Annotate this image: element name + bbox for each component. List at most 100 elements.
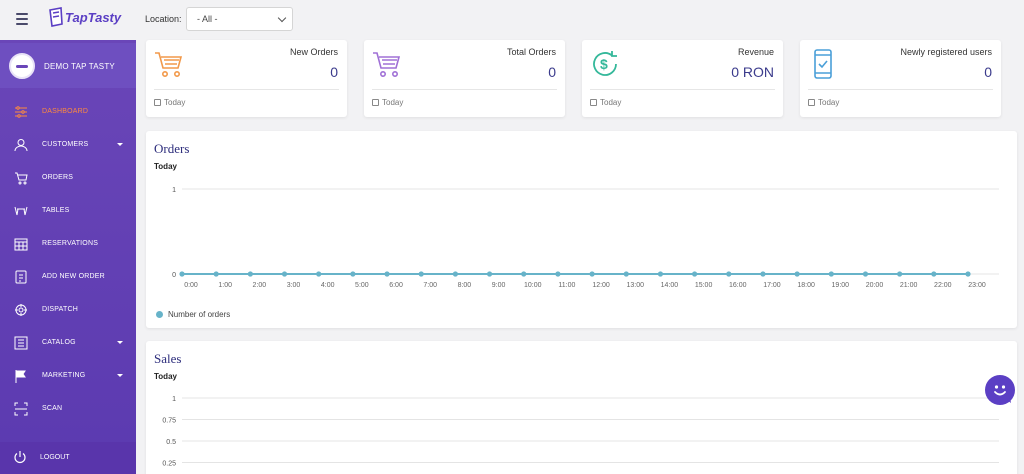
- card-footer: Today: [154, 98, 185, 107]
- x-tick-label: 18:00: [797, 282, 815, 289]
- x-tick-label: 10:00: [524, 282, 542, 289]
- cart-icon: [15, 172, 28, 185]
- data-point: [623, 271, 629, 277]
- divider: [808, 89, 993, 90]
- data-point: [350, 271, 356, 277]
- sales-panel: Sales Today 1 0.75 0.5 0.25: [146, 341, 1017, 474]
- sidebar: DEMO TAP TASTY DASHBOARD CUSTOMERS ORDER…: [0, 40, 136, 474]
- sales-chart: 1 0.75 0.5 0.25: [162, 396, 999, 468]
- sidebar-item-customers[interactable]: CUSTOMERS: [0, 130, 136, 160]
- y-tick-label: 0.5: [166, 439, 176, 446]
- smile-icon: [994, 385, 1011, 403]
- location-select[interactable]: - All -: [186, 7, 293, 31]
- brand-row[interactable]: DEMO TAP TASTY: [0, 43, 136, 88]
- x-tick-label: 5:00: [355, 282, 369, 289]
- card-value: 0: [330, 64, 338, 80]
- x-tick-label: 19:00: [832, 282, 850, 289]
- card-new-orders: New Orders 0 Today: [146, 40, 347, 117]
- data-point: [281, 271, 288, 277]
- brand-name: DEMO TAP TASTY: [44, 62, 115, 71]
- add-order-icon: [15, 270, 27, 284]
- data-point: [828, 271, 834, 277]
- flag-icon: [15, 370, 26, 383]
- sidebar-item-add-new-order[interactable]: ADD NEW ORDER: [0, 262, 136, 292]
- svg-text:TapTasty: TapTasty: [65, 10, 122, 25]
- y-tick-label: 0.25: [162, 461, 176, 468]
- card-footer: Today: [808, 98, 839, 107]
- location-value: - All -: [197, 14, 218, 24]
- divider: [154, 89, 339, 90]
- sidebar-item-orders[interactable]: ORDERS: [0, 163, 136, 193]
- x-tick-label: 22:00: [934, 282, 952, 289]
- sidebar-item-catalog[interactable]: CATALOG: [0, 328, 136, 358]
- data-point: [897, 271, 903, 277]
- data-point: [692, 271, 698, 277]
- data-point: [179, 271, 185, 277]
- x-tick-label: 7:00: [423, 282, 437, 289]
- x-tick-label: 13:00: [626, 282, 644, 289]
- card-footer: Today: [590, 98, 621, 107]
- data-point: [521, 271, 527, 277]
- chevron-down-icon: [277, 13, 287, 23]
- x-tick-label: 14:00: [661, 282, 679, 289]
- sidebar-item-marketing[interactable]: MARKETING: [0, 361, 136, 391]
- card-footer: Today: [372, 98, 403, 107]
- caret-down-icon: [117, 341, 123, 344]
- data-point: [726, 271, 732, 277]
- card-value: 0: [548, 64, 556, 80]
- user-icon: [14, 139, 28, 152]
- sidebar-item-label: TABLES: [42, 207, 70, 214]
- legend-dot-icon: [156, 311, 163, 318]
- sidebar-item-dashboard[interactable]: DASHBOARD: [0, 97, 136, 127]
- data-point: [931, 271, 937, 277]
- card-title: Total Orders: [506, 47, 556, 57]
- y-tick-label: 0: [172, 272, 176, 279]
- sidebar-item-dispatch[interactable]: DISPATCH: [0, 295, 136, 325]
- divider: [590, 89, 775, 90]
- data-point: [589, 271, 595, 277]
- menu-toggle-icon[interactable]: [16, 13, 28, 25]
- sidebar-item-label: CATALOG: [42, 339, 76, 346]
- panel-title: Sales: [154, 351, 182, 366]
- sidebar-item-reservations[interactable]: RESERVATIONS: [0, 229, 136, 259]
- x-tick-label: 23:00: [968, 282, 986, 289]
- data-point: [760, 271, 766, 277]
- table-icon: [14, 206, 28, 216]
- sidebar-item-scan[interactable]: SCAN: [0, 394, 136, 424]
- dollar-cycle-icon: $: [593, 51, 617, 76]
- calendar-icon: [154, 99, 161, 106]
- orders-panel: Orders Today 0 1 0:00 1:00 2:00 3:00 4:00 5:00 6…: [146, 131, 1017, 328]
- taptasty-logo[interactable]: TapTasty: [47, 6, 125, 30]
- chart-legend[interactable]: Number of orders: [156, 310, 230, 319]
- x-tick-label: 3:00: [287, 282, 301, 289]
- location-label: Location:: [145, 14, 182, 24]
- sidebar-item-tables[interactable]: TABLES: [0, 196, 136, 226]
- logout-button[interactable]: LOGOUT: [0, 442, 136, 474]
- cart-orange-icon: [155, 52, 183, 77]
- data-point: [418, 271, 424, 277]
- x-tick-label: 4:00: [321, 282, 335, 289]
- card-total-orders: Total Orders 0 Today: [364, 40, 565, 117]
- x-tick-label: 11:00: [558, 282, 575, 289]
- phone-check-icon: [814, 49, 832, 79]
- caret-down-icon: [117, 143, 123, 146]
- chat-button[interactable]: [985, 375, 1015, 405]
- y-tick-label: 1: [172, 187, 176, 194]
- data-point: [794, 271, 800, 277]
- card-value: 0: [984, 64, 992, 80]
- x-tick-label: 9:00: [492, 282, 506, 289]
- data-point: [486, 271, 493, 277]
- sidebar-item-label: DASHBOARD: [42, 108, 89, 115]
- svg-text:$: $: [600, 56, 608, 72]
- card-title: New Orders: [289, 47, 338, 57]
- sidebar-item-label: ORDERS: [42, 174, 74, 181]
- divider: [372, 89, 557, 90]
- top-bar: TapTasty Location: - All -: [0, 0, 1024, 40]
- data-point: [452, 271, 458, 277]
- catalog-icon: [14, 336, 28, 350]
- sidebar-item-label: CUSTOMERS: [42, 141, 89, 148]
- data-point: [213, 271, 219, 277]
- sidebar-item-label: MARKETING: [42, 372, 86, 379]
- orders-chart: 010:00 1:00 2:00 3:00 4:00 5:00 6:00 7:00 8:00 9:…: [172, 187, 999, 289]
- sidebar-item-label: DISPATCH: [42, 306, 78, 313]
